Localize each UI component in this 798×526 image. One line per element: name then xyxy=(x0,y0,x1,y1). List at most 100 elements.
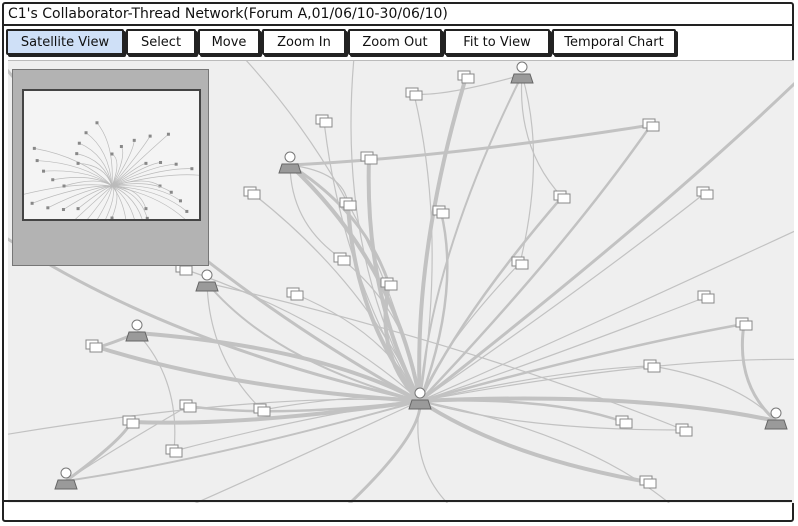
graph-edge xyxy=(183,268,421,402)
graph-edge xyxy=(289,163,391,285)
minimap-edge xyxy=(77,185,113,209)
graph-edge xyxy=(289,164,343,260)
minimap-edge xyxy=(75,185,113,219)
minimap-edge xyxy=(111,140,135,187)
select-button[interactable]: Select xyxy=(126,29,196,55)
minimap-edge xyxy=(111,163,177,187)
satellite-view-panel[interactable] xyxy=(12,69,209,266)
graph-edge xyxy=(206,282,685,431)
thread-node-icon[interactable] xyxy=(615,415,633,429)
minimap-edge xyxy=(111,162,161,187)
thread-node-icon[interactable] xyxy=(697,290,715,304)
satellite-minimap xyxy=(24,121,199,219)
thread-node-icon[interactable] xyxy=(243,186,261,200)
zoom-out-button[interactable]: Zoom Out xyxy=(348,29,442,55)
minimap-edge xyxy=(111,185,181,202)
thread-node-icon[interactable] xyxy=(405,87,423,101)
thread-node-icon[interactable] xyxy=(360,151,378,165)
graph-edge xyxy=(651,365,777,422)
graph-edge xyxy=(520,74,563,198)
thread-node-icon[interactable] xyxy=(553,190,571,204)
temporal-chart-button[interactable]: Temporal Chart xyxy=(552,29,676,55)
satellite-viewport-frame[interactable] xyxy=(22,89,201,221)
minimap-node xyxy=(145,216,149,219)
minimap-edge xyxy=(111,168,192,187)
minimap-edge xyxy=(111,183,172,193)
minimap-edge xyxy=(87,185,113,219)
graph-edge xyxy=(251,192,421,402)
minimap-edge xyxy=(111,174,199,187)
minimap-edge xyxy=(37,160,113,187)
minimap-node xyxy=(144,161,148,165)
minimap-node xyxy=(75,152,79,156)
minimap-node xyxy=(110,152,114,156)
minimap-node xyxy=(159,160,163,164)
graph-edge xyxy=(65,400,421,482)
thread-node-icon[interactable] xyxy=(675,423,693,437)
minimap-edge xyxy=(111,185,188,212)
graph-edge xyxy=(136,332,176,452)
person-node-icon[interactable] xyxy=(278,151,302,174)
minimap-edge xyxy=(111,185,148,219)
minimap-node xyxy=(51,178,55,182)
graph-edge xyxy=(206,282,263,411)
minimap-node xyxy=(169,190,173,194)
minimap-node xyxy=(46,206,50,210)
minimap-edge xyxy=(43,170,113,187)
minimap-node xyxy=(42,169,46,173)
thread-node-icon[interactable] xyxy=(432,205,450,219)
thread-node-icon[interactable] xyxy=(253,403,271,417)
minimap-node xyxy=(144,207,148,211)
network-canvas[interactable] xyxy=(8,60,794,503)
thread-node-icon[interactable] xyxy=(165,444,183,458)
minimap-node xyxy=(166,132,170,136)
thread-node-icon[interactable] xyxy=(457,70,475,84)
minimap-edge xyxy=(111,185,147,209)
minimap-edge xyxy=(111,146,124,187)
toolbar: Satellite View Select Move Zoom In Zoom … xyxy=(6,29,786,59)
graph-edge xyxy=(419,262,521,402)
minimap-node xyxy=(174,162,178,166)
thread-node-icon[interactable] xyxy=(286,287,304,301)
minimap-edge xyxy=(111,185,143,219)
graph-edge xyxy=(419,192,706,402)
graph-edge xyxy=(245,61,421,402)
satellite-view-button[interactable]: Satellite View xyxy=(6,29,124,55)
thread-node-icon[interactable] xyxy=(511,256,529,270)
graph-edge xyxy=(418,196,563,402)
person-node-icon[interactable] xyxy=(510,61,534,84)
network-graph[interactable] xyxy=(8,61,794,503)
minimap-edge xyxy=(111,185,118,219)
graph-edge xyxy=(519,74,535,264)
thread-node-icon[interactable] xyxy=(333,252,351,266)
thread-node-icon[interactable] xyxy=(85,339,103,353)
graph-edge xyxy=(419,365,653,402)
graph-edge xyxy=(419,400,685,431)
zoom-in-button[interactable]: Zoom In xyxy=(262,29,346,55)
graph-edge xyxy=(350,61,421,402)
minimap-node xyxy=(30,201,34,205)
minimap-node xyxy=(84,131,88,135)
thread-node-icon[interactable] xyxy=(735,317,753,331)
person-node-icon[interactable] xyxy=(125,319,149,342)
graph-edge xyxy=(173,400,421,452)
minimap-edge xyxy=(85,132,113,187)
minimap-node xyxy=(158,184,162,188)
minimap-node xyxy=(61,208,65,212)
minimap-node xyxy=(132,138,136,142)
thread-node-icon[interactable] xyxy=(643,359,661,373)
minimap-edge xyxy=(111,185,127,219)
minimap-edge xyxy=(111,135,151,187)
thread-node-icon[interactable] xyxy=(122,415,140,429)
thread-node-icon[interactable] xyxy=(315,114,333,128)
thread-node-icon[interactable] xyxy=(639,475,657,489)
minimap-edge xyxy=(97,185,113,219)
thread-node-icon[interactable] xyxy=(642,118,660,132)
graph-edge xyxy=(419,322,745,403)
person-node-icon[interactable] xyxy=(54,467,78,490)
fit-to-view-button[interactable]: Fit to View xyxy=(444,29,550,55)
minimap-node xyxy=(185,209,189,213)
minimap-node xyxy=(77,141,81,145)
move-button[interactable]: Move xyxy=(198,29,260,55)
minimap-edge xyxy=(111,185,186,219)
